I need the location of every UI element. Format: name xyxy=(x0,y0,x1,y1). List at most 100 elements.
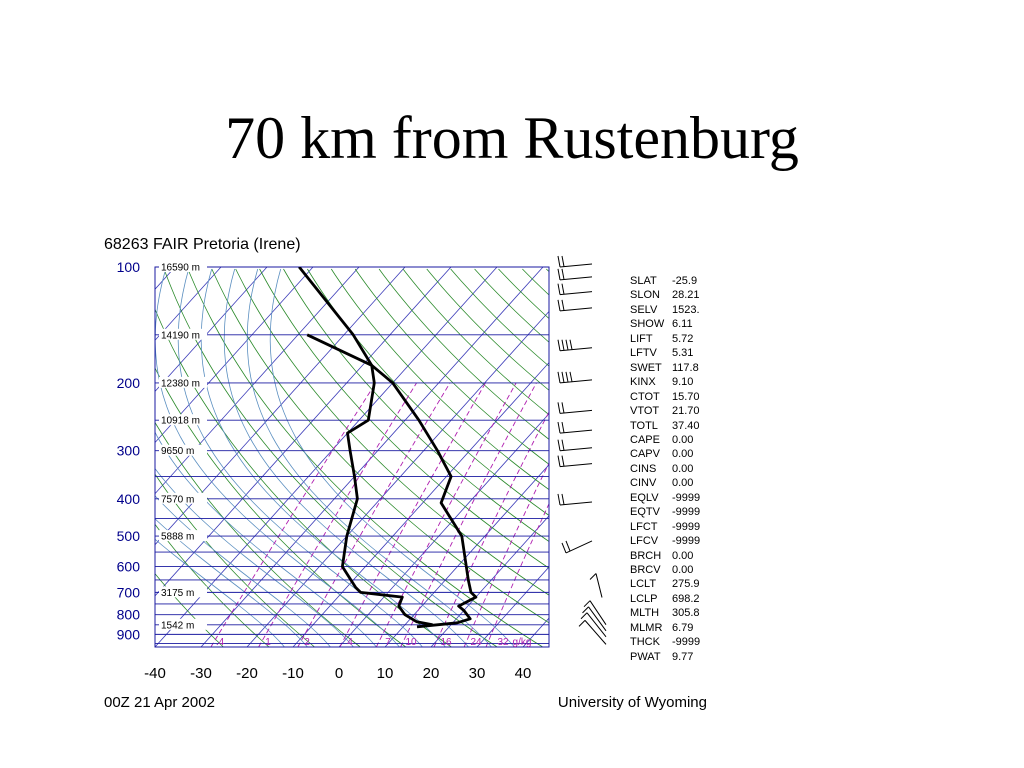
chart-source: University of Wyoming xyxy=(558,694,707,711)
dry-adiabat-line xyxy=(259,268,549,569)
dry-adiabat-line xyxy=(378,268,549,440)
index-key: VTOT xyxy=(630,405,660,418)
mixing-ratio-label: .4 xyxy=(216,637,225,648)
wind-barb xyxy=(557,255,593,268)
pressure-tick-label: 300 xyxy=(117,443,141,459)
height-label: 12380 m xyxy=(161,378,200,389)
mixing-ratio-line xyxy=(339,382,486,647)
index-value: 15.70 xyxy=(672,390,700,403)
mixing-ratio-line xyxy=(485,502,549,647)
wind-barb-staff xyxy=(584,620,607,645)
wind-barb-flag xyxy=(561,299,565,311)
temperature-tick-label: -20 xyxy=(236,665,258,682)
wind-barb xyxy=(557,283,593,296)
wind-barb-staff xyxy=(589,600,607,625)
index-value: -9999 xyxy=(672,636,701,649)
dry-adiabat-line xyxy=(330,268,549,491)
isotherm-line xyxy=(384,464,549,647)
index-key: LFTV xyxy=(630,347,657,360)
chart-title: 68263 FAIR Pretoria (Irene) xyxy=(104,236,301,253)
index-key: BRCV xyxy=(630,564,661,576)
temperature-tick-label: 10 xyxy=(377,665,394,682)
index-value: -9999 xyxy=(672,520,701,533)
mixing-ratio-label: 7 xyxy=(385,637,391,648)
dry-adiabat-line xyxy=(155,421,361,647)
wind-barb xyxy=(557,339,593,352)
wind-barb xyxy=(583,600,607,625)
index-key: EQTV xyxy=(630,506,660,519)
wind-barb-flag xyxy=(565,339,569,351)
wind-barb-flag xyxy=(561,255,565,267)
index-value: -9999 xyxy=(672,535,701,548)
isotherm-line xyxy=(200,267,544,647)
index-key: LCLT xyxy=(630,578,657,591)
wind-barb xyxy=(582,606,607,632)
sounding-profiles xyxy=(298,267,478,629)
wind-barb-staff xyxy=(559,307,593,312)
dry-adiabat-line xyxy=(235,268,549,596)
height-label-bg xyxy=(159,492,207,504)
height-label: 3175 m xyxy=(161,588,194,599)
wind-barb-staff xyxy=(559,276,593,281)
height-label: 14190 m xyxy=(161,330,200,341)
index-key: EQLV xyxy=(630,491,659,504)
temperature-axis: -40 -30 -20 -10 0 10 20 30 40 xyxy=(144,665,531,682)
wind-barb-staff xyxy=(559,409,593,414)
index-key: KINX xyxy=(630,376,656,389)
temperature-tick-label: -40 xyxy=(144,665,166,682)
height-label-bg xyxy=(159,376,207,388)
temperature-tick-label: -10 xyxy=(282,665,304,682)
index-value: 5.72 xyxy=(672,332,694,345)
index-key: LFCV xyxy=(630,535,659,548)
mixing-ratio-label: 4 xyxy=(347,637,353,648)
temperature-tick-label: 20 xyxy=(423,665,440,682)
index-value: 0.00 xyxy=(672,462,694,475)
wind-barb-flag xyxy=(580,612,588,620)
pressure-axis: 100 200 300 400 500 600 700 800 900 xyxy=(117,259,141,642)
index-key: TOTL xyxy=(630,419,658,432)
wind-barb-flag xyxy=(557,402,561,414)
wind-barb-flag xyxy=(583,600,591,608)
index-key: LIFT xyxy=(630,332,653,345)
wind-barb-flag xyxy=(557,371,561,383)
wind-barb-flag xyxy=(557,455,561,467)
temperature-tick-label: 40 xyxy=(515,665,532,682)
temperature-tick-label: 0 xyxy=(335,665,343,682)
dry-adiabat-line xyxy=(211,268,549,624)
mixing-ratio-label: 10 xyxy=(405,637,417,648)
mixing-ratio-label: 2 xyxy=(304,637,310,648)
height-label: 5888 m xyxy=(161,532,194,543)
mixing-ratio-label: 1 xyxy=(265,637,271,648)
sounding-indices-table: SLAT -25.9 SLON 28.21 SELV 1523. SHOW 6.11 LIFT 5… xyxy=(630,274,740,674)
height-label-bg xyxy=(159,586,207,598)
wind-barb-flag xyxy=(557,339,561,351)
height-label-bg xyxy=(159,618,207,630)
moist-adiabat-line xyxy=(246,268,492,647)
height-label: 1542 m xyxy=(161,620,194,631)
wind-barb-staff xyxy=(559,291,593,296)
wind-barb-flag xyxy=(569,371,573,382)
dry-adiabat-line xyxy=(354,268,549,465)
pressure-tick-label: 600 xyxy=(117,559,141,575)
dry-adiabat-line xyxy=(155,523,270,647)
dry-adiabat-line xyxy=(498,268,549,320)
index-value: 698.2 xyxy=(672,592,700,605)
wind-barb-flag xyxy=(557,421,561,434)
index-key: CAPE xyxy=(630,433,660,446)
moist-adiabat-line xyxy=(155,538,285,647)
wind-barb-flag xyxy=(569,339,573,350)
dry-adiabat-line xyxy=(426,268,549,391)
wind-barb-staff xyxy=(565,540,593,554)
index-value: 0.00 xyxy=(672,564,694,576)
moist-adiabat-line xyxy=(155,431,377,647)
index-value: -9999 xyxy=(672,506,701,519)
mixing-ratio-label: 32 xyxy=(497,637,509,648)
index-key: CAPV xyxy=(630,448,660,461)
index-value: 275.9 xyxy=(672,578,700,591)
wind-barb-staff xyxy=(559,429,593,434)
wind-barb-staff xyxy=(559,447,593,452)
index-value: 6.79 xyxy=(672,621,694,634)
wind-barb-flag xyxy=(557,255,561,268)
pressure-tick-label: 100 xyxy=(117,259,141,275)
